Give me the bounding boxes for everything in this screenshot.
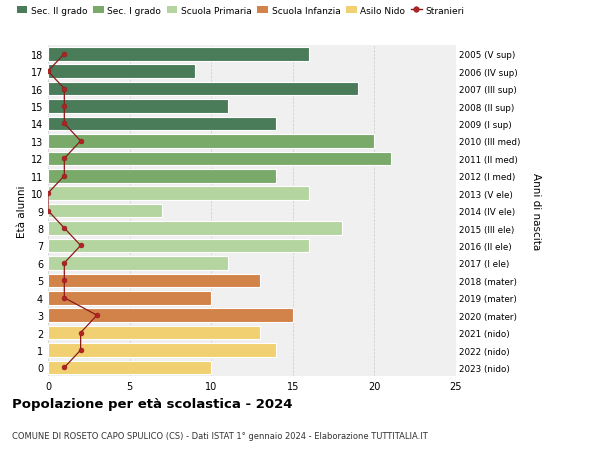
- Bar: [48, 187, 309, 201]
- Bar: [48, 326, 260, 340]
- Bar: [48, 135, 374, 148]
- Bar: [48, 257, 227, 270]
- Bar: [48, 83, 358, 96]
- Bar: [48, 100, 227, 113]
- Bar: [48, 343, 277, 357]
- Bar: [48, 152, 391, 166]
- Bar: [48, 169, 277, 183]
- Bar: [48, 48, 309, 62]
- Bar: [48, 291, 211, 305]
- Bar: [48, 118, 277, 131]
- Bar: [48, 222, 342, 235]
- Y-axis label: Anni di nascita: Anni di nascita: [532, 173, 541, 250]
- Text: COMUNE DI ROSETO CAPO SPULICO (CS) - Dati ISTAT 1° gennaio 2024 - Elaborazione T: COMUNE DI ROSETO CAPO SPULICO (CS) - Dat…: [12, 431, 428, 441]
- Bar: [48, 65, 195, 79]
- Bar: [48, 309, 293, 322]
- Bar: [48, 239, 309, 253]
- Bar: [48, 361, 211, 375]
- Legend: Sec. II grado, Sec. I grado, Scuola Primaria, Scuola Infanzia, Asilo Nido, Stran: Sec. II grado, Sec. I grado, Scuola Prim…: [17, 7, 464, 16]
- Text: Popolazione per età scolastica - 2024: Popolazione per età scolastica - 2024: [12, 397, 293, 410]
- Y-axis label: Età alunni: Età alunni: [17, 185, 26, 237]
- Bar: [48, 274, 260, 287]
- Bar: [48, 204, 162, 218]
